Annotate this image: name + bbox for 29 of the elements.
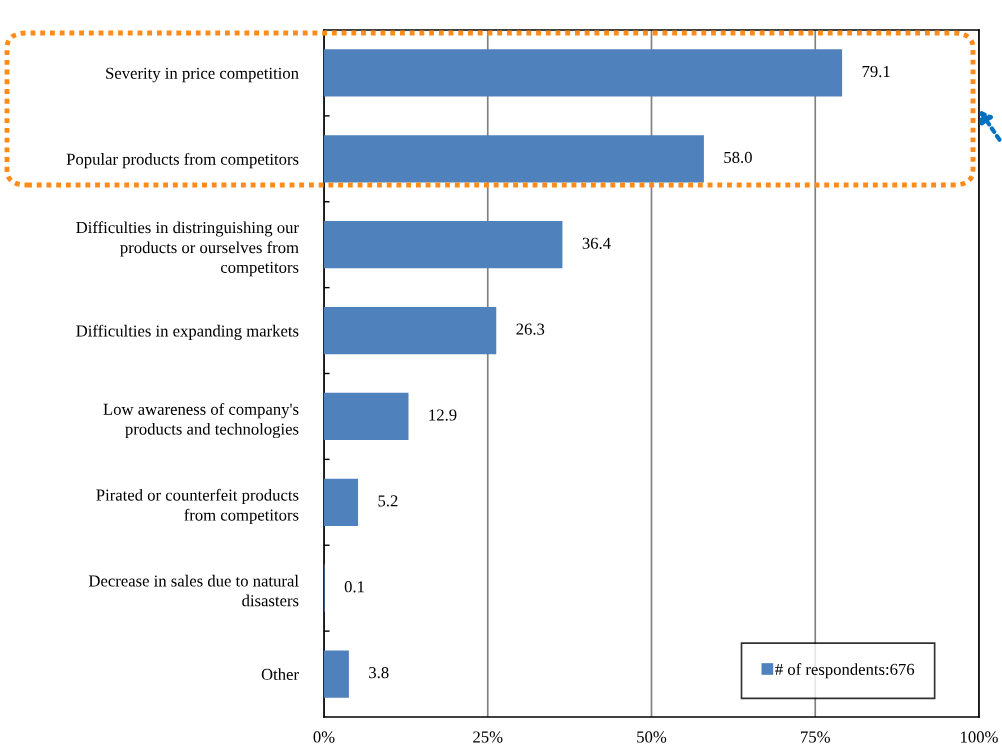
x-tick-label: 100% xyxy=(961,731,998,743)
y-tick-label: Popular products from competitors xyxy=(66,152,299,169)
data-label: 79.1 xyxy=(862,65,890,78)
bar xyxy=(324,49,843,97)
data-label: 0.1 xyxy=(344,581,364,593)
y-tick-label: Pirated or counterfeit products from competitors xyxy=(96,488,299,525)
x-tick-label: 0% xyxy=(313,731,335,743)
x-tick-label: 75% xyxy=(801,731,830,743)
y-tick-label: Decrease in sales due to natural disasters xyxy=(88,574,299,607)
data-label: 12.9 xyxy=(429,409,457,421)
data-label: 58.0 xyxy=(724,151,752,164)
bar xyxy=(324,306,497,355)
bar xyxy=(324,221,563,269)
y-tick-label: Severity in price competition xyxy=(106,67,299,83)
y-tick-label: Difficulties in distringuishing our products or ourselves from competitors xyxy=(76,221,299,277)
bar xyxy=(324,135,704,183)
y-tick-label: Low awareness of company's products and technologies xyxy=(103,402,299,439)
y-tick-label: Difficulties in expanding markets xyxy=(76,324,299,341)
bar xyxy=(324,392,409,441)
legend-label: # of respondents:676 xyxy=(775,663,915,679)
data-label: 36.4 xyxy=(582,237,611,249)
bar xyxy=(324,650,349,698)
y-tick-label: Other xyxy=(261,668,299,681)
data-label: 26.3 xyxy=(516,323,545,335)
data-label: 5.2 xyxy=(378,495,398,507)
data-label: 3.8 xyxy=(369,666,389,679)
x-tick-label: 25% xyxy=(473,731,503,743)
bar xyxy=(324,478,359,526)
x-tick-label: 50% xyxy=(637,731,667,743)
